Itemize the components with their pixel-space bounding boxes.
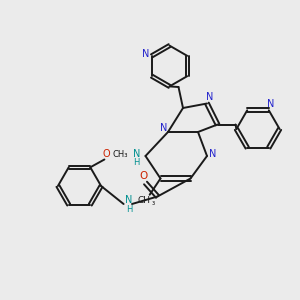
Text: N: N xyxy=(160,123,168,133)
Text: H: H xyxy=(126,205,132,214)
Text: CH: CH xyxy=(138,196,151,205)
Text: CH₃: CH₃ xyxy=(112,150,128,159)
Text: N: N xyxy=(125,195,133,206)
Text: N: N xyxy=(142,49,149,59)
Text: N: N xyxy=(206,92,213,103)
Text: H: H xyxy=(133,158,140,167)
Text: O: O xyxy=(139,171,147,182)
Text: N: N xyxy=(209,148,217,159)
Text: ₃: ₃ xyxy=(152,198,155,207)
Text: O: O xyxy=(102,149,110,159)
Text: N: N xyxy=(133,149,140,159)
Text: N: N xyxy=(267,99,274,109)
